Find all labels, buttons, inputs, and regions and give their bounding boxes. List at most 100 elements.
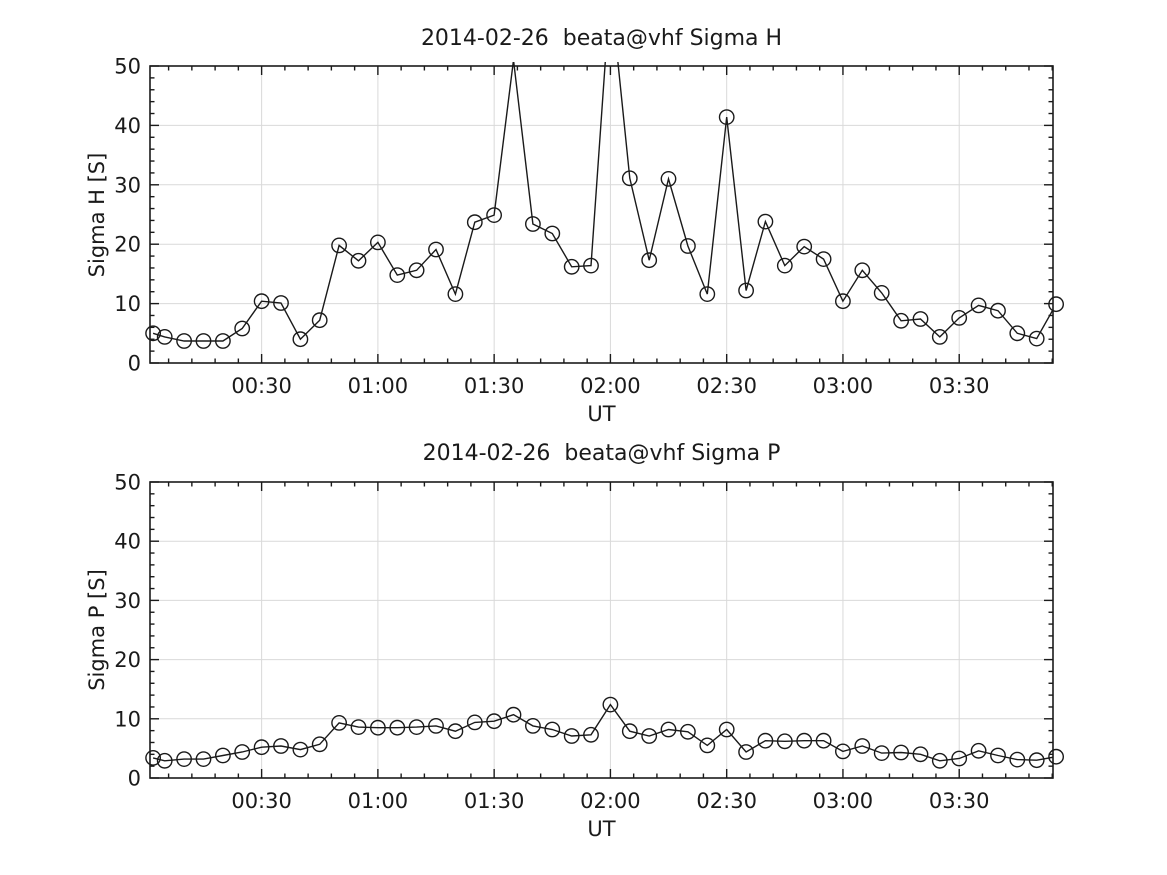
data-point-marker — [893, 312, 909, 329]
data-point-marker — [951, 309, 968, 326]
sigma-h-yaxis-label: Sigma H [S] — [85, 152, 109, 278]
y-tick-label: 30 — [114, 173, 141, 197]
sigma-p-title: 2014-02-26 beata@vhf Sigma P — [422, 441, 781, 466]
data-point-marker — [331, 715, 347, 731]
data-point-marker — [873, 284, 890, 301]
data-point-marker — [486, 207, 502, 224]
data-point-marker — [854, 262, 871, 279]
data-point-marker — [292, 331, 309, 348]
data-point-marker — [718, 109, 735, 126]
data-point-marker — [544, 721, 561, 738]
data-point-marker — [931, 752, 948, 769]
data-point-marker — [990, 302, 1006, 319]
data-point-marker — [234, 744, 251, 760]
data-point-marker — [311, 312, 328, 329]
data-point-marker — [776, 733, 793, 750]
data-point-marker — [893, 744, 909, 761]
y-tick-label: 20 — [114, 648, 141, 672]
data-point-marker — [447, 286, 464, 302]
y-tick-label: 0 — [128, 767, 141, 791]
data-point-marker — [621, 723, 638, 740]
data-point-marker — [389, 267, 406, 283]
x-tick-label: 01:00 — [348, 374, 409, 398]
data-point-marker — [486, 713, 502, 730]
data-point-marker — [796, 732, 813, 749]
data-point-marker — [428, 241, 444, 258]
data-point-marker — [738, 282, 754, 299]
plot-border — [149, 65, 1054, 364]
data-point-marker — [738, 744, 754, 760]
sigma-p-xaxis-label: UT — [587, 817, 616, 841]
data-point-marker — [815, 732, 832, 749]
data-point-marker — [563, 728, 580, 744]
data-point-marker — [273, 295, 289, 311]
data-point-marker — [970, 742, 987, 759]
data-point-marker — [680, 238, 696, 254]
data-point-marker — [408, 262, 425, 279]
x-tick-label: 03:30 — [929, 374, 990, 398]
data-point-marker — [369, 719, 386, 736]
data-point-marker — [253, 739, 270, 756]
y-tick-label: 10 — [114, 707, 141, 731]
x-tick-label: 01:00 — [348, 789, 409, 813]
data-line — [152, 703, 1053, 762]
data-point-marker — [428, 718, 444, 734]
data-point-marker — [214, 333, 231, 349]
data-point-marker — [176, 751, 193, 767]
x-tick-label: 01:30 — [464, 374, 525, 398]
y-tick-label: 50 — [114, 471, 141, 495]
x-tick-label: 02:30 — [696, 789, 757, 813]
data-point-marker — [195, 333, 212, 349]
sigma-p-yaxis-label: Sigma P [S] — [85, 569, 109, 691]
data-point-marker — [1009, 325, 1026, 342]
data-point-marker — [273, 738, 289, 754]
x-tick-label: 00:30 — [231, 789, 292, 813]
data-point-marker — [253, 293, 270, 310]
data-point-marker — [835, 743, 851, 760]
x-tick-label: 00:30 — [231, 374, 292, 398]
data-point-marker — [951, 750, 968, 767]
data-point-marker — [718, 721, 735, 738]
data-point-marker — [350, 719, 367, 735]
x-tick-label: 03:00 — [813, 789, 874, 813]
sigma-h-plot: 00:30 01:00 01:30 02:00 02:30 03:00 03:30 0 10 20… — [114, 55, 1065, 398]
data-point-marker — [757, 732, 774, 749]
data-point-marker — [912, 746, 929, 763]
data-point-marker — [1028, 330, 1045, 347]
y-tick-label: 50 — [114, 55, 141, 79]
data-point-marker — [912, 311, 929, 327]
data-point-marker — [873, 745, 890, 761]
data-point-marker — [389, 719, 406, 736]
x-tick-label: 01:30 — [464, 789, 525, 813]
x-tick-label: 02:00 — [580, 374, 641, 398]
data-point-marker — [408, 719, 425, 735]
data-point-marker — [796, 238, 813, 255]
data-point-marker — [466, 214, 483, 231]
data-point-marker — [331, 237, 347, 254]
y-tick-label: 30 — [114, 589, 141, 613]
data-point-marker — [660, 170, 677, 187]
data-point-marker — [563, 258, 580, 275]
data-point-marker — [145, 325, 162, 342]
data-point-marker — [815, 251, 832, 268]
data-point-marker — [660, 721, 677, 738]
data-point-marker — [544, 225, 561, 242]
data-point-marker — [854, 738, 871, 754]
data-point-marker — [1048, 748, 1065, 765]
data-point-marker — [466, 714, 483, 731]
data-point-marker — [641, 728, 658, 744]
y-tick-label: 10 — [114, 292, 141, 316]
data-point-marker — [602, 696, 619, 713]
data-point-marker — [447, 723, 464, 740]
x-tick-label: 02:30 — [696, 374, 757, 398]
data-point-marker — [680, 723, 696, 740]
data-point-marker — [525, 216, 541, 232]
data-point-marker — [699, 286, 716, 302]
data-point-marker — [757, 213, 774, 230]
data-point-marker — [350, 252, 367, 269]
data-point-marker — [776, 257, 793, 274]
x-tick-label: 03:30 — [929, 789, 990, 813]
data-point-marker — [1009, 751, 1026, 768]
data-point-marker — [214, 747, 231, 764]
